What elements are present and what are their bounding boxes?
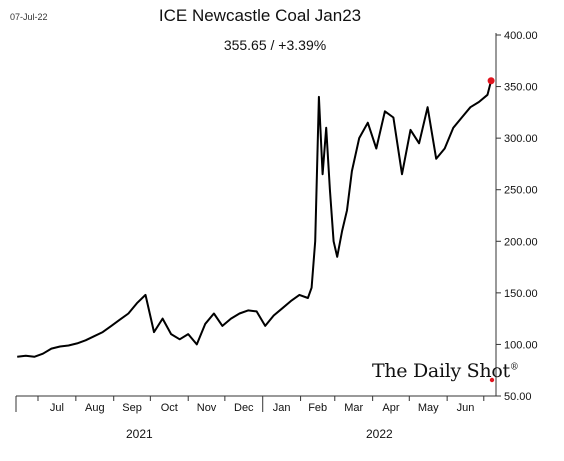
x-tick-label: Aug xyxy=(85,402,105,414)
year-label: 2021 xyxy=(126,427,153,441)
last-price-point xyxy=(487,77,495,85)
year-label: 2022 xyxy=(366,427,393,441)
y-tick-label: 250.00 xyxy=(504,185,538,197)
x-tick-label: Jan xyxy=(273,402,291,414)
y-tick-label: 50.00 xyxy=(504,391,532,403)
y-tick-label: 350.00 xyxy=(504,82,538,94)
logo-red-dot xyxy=(489,377,495,383)
x-tick-label: Jun xyxy=(457,402,475,414)
x-tick-label: Mar xyxy=(344,402,363,414)
price-line xyxy=(17,80,493,358)
x-tick-label: May xyxy=(418,402,439,414)
date-label: 07-Jul-22 xyxy=(10,12,48,22)
chart-subtitle: 355.65 / +3.39% xyxy=(223,37,327,53)
x-tick-label: Nov xyxy=(197,402,217,414)
x-tick-label: Feb xyxy=(308,402,327,414)
y-tick-label: 400.00 xyxy=(504,30,538,42)
x-tick-label: Dec xyxy=(234,402,254,414)
y-tick-label: 200.00 xyxy=(504,236,538,248)
chart-title: ICE Newcastle Coal Jan23 xyxy=(158,6,362,25)
y-tick-label: 100.00 xyxy=(504,339,538,351)
x-tick-label: Jul xyxy=(50,402,64,414)
x-tick-label: Apr xyxy=(382,402,399,414)
daily-shot-logo: The Daily Shot® xyxy=(372,360,519,382)
y-tick-label: 300.00 xyxy=(504,133,538,145)
x-tick-label: Oct xyxy=(161,402,178,414)
y-tick-label: 150.00 xyxy=(504,288,538,300)
x-tick-label: Sep xyxy=(122,402,142,414)
